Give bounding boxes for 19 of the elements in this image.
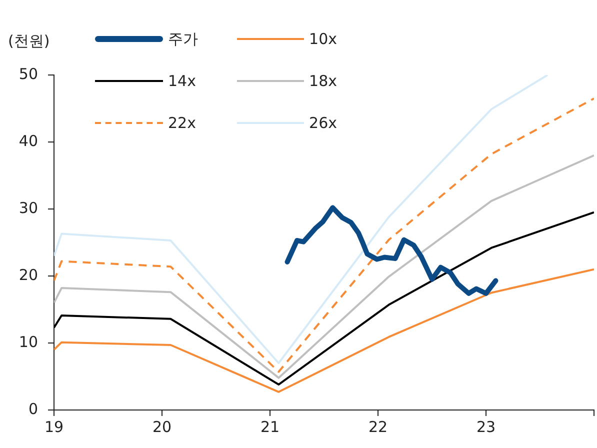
y-tick-label: 0 [28, 400, 38, 418]
y-tick-label: 40 [18, 132, 38, 150]
legend-label: 22x [168, 114, 196, 132]
legend-label: 14x [168, 72, 196, 90]
line-series [54, 97, 594, 373]
x-tick-label: 21 [260, 418, 280, 436]
legend-label: 26x [309, 114, 337, 132]
legend-label: 주가 [168, 30, 198, 48]
x-tick-label: 23 [476, 418, 496, 436]
y-axis-title: (천원) [8, 32, 50, 51]
y-tick-label: 10 [18, 332, 38, 351]
y-tick-label: 30 [18, 198, 38, 217]
x-tick-label: 20 [152, 418, 172, 436]
legend-label: 10x [309, 30, 337, 48]
y-tick-label: 20 [18, 266, 38, 284]
x-tick-label: 22 [368, 418, 388, 436]
y-tick-label: 50 [18, 64, 38, 83]
x-tick-label: 19 [44, 418, 64, 436]
legend-label: 18x [309, 72, 337, 90]
